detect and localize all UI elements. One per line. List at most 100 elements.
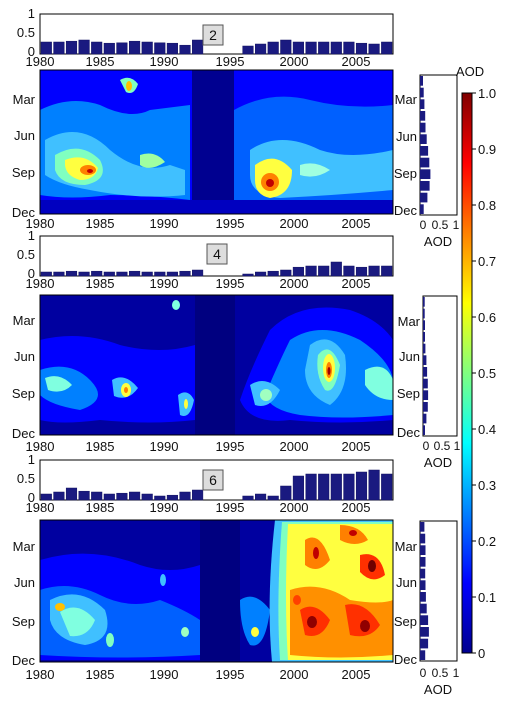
bar-2005 (355, 42, 368, 55)
month-bar-8 (420, 157, 430, 168)
side-3-xtick-1: 1 (453, 666, 460, 680)
month-bar-6 (423, 355, 427, 365)
colorbar-tick-label: 1.0 (478, 86, 496, 101)
side-1-xtick-05: 0.5 (432, 218, 449, 232)
contour-1-ytick-dec: Dec (12, 205, 36, 220)
month-bar-11 (420, 192, 428, 203)
bar-2004 (343, 41, 355, 55)
bar-2002 (318, 265, 330, 277)
bar-1983 (78, 271, 90, 277)
side-panel-2-bars (423, 297, 429, 435)
side-3-ytick-sep: Sep (394, 614, 417, 629)
bar-2007 (381, 473, 393, 501)
side-3-xtick-0: 0 (420, 666, 427, 680)
month-bar-12 (423, 425, 425, 435)
colorbar-tick-label: 0.5 (478, 366, 496, 381)
month-bar-11 (423, 413, 427, 424)
contour-3-ytick-jun: Jun (14, 575, 35, 590)
bar-panel-2-ytick-05: 0.5 (17, 25, 35, 40)
bar-panel-4-ytick-05: 0.5 (17, 247, 35, 262)
colorbar-tick-label: 0.7 (478, 254, 496, 269)
xtick-1990: 1990 (150, 439, 179, 454)
contour-3-xticks: 1980 1985 1990 1995 2000 2005 (26, 667, 371, 682)
bar-2006 (368, 265, 380, 277)
bar-1988 (141, 493, 153, 501)
xtick-1985: 1985 (86, 667, 115, 682)
xtick-1985: 1985 (86, 216, 115, 231)
bar-1983 (78, 490, 90, 501)
bar-panel-4-ytick-1: 1 (28, 228, 35, 243)
bar-1980 (40, 271, 52, 277)
xtick-2000: 2000 (280, 54, 309, 69)
bar-2006 (368, 43, 380, 55)
colorbar-tick-label: 0.6 (478, 310, 496, 325)
bar-1999 (280, 485, 292, 501)
bar-1991 (179, 491, 191, 501)
xtick-2005: 2005 (342, 667, 371, 682)
bar-panel-6-xticks: 1980 1985 1990 1995 2000 2005 (26, 500, 371, 515)
month-bar-7 (420, 146, 429, 156)
bar-panel-6-ytick-0: 0 (28, 490, 35, 505)
bar-panel-2-xticks: 1980 1985 1990 1995 2000 2005 (26, 54, 371, 69)
bar-1992 (192, 269, 204, 277)
side-2-ytick-mar: Mar (398, 314, 421, 329)
contour-3-ytick-sep: Sep (12, 614, 35, 629)
xtick-2000: 2000 (280, 439, 309, 454)
side-2-ytick-jun: Jun (399, 349, 420, 364)
contour-2-ytick-sep: Sep (12, 386, 35, 401)
bar-panel-2: 1 0.5 0 2 (17, 6, 394, 59)
contour-2-ytick-jun: Jun (14, 349, 35, 364)
month-bar-8 (420, 603, 427, 614)
bar-1984 (91, 491, 103, 501)
xtick-1980: 1980 (26, 54, 55, 69)
month-bar-2 (423, 308, 425, 319)
side-3-ytick-dec: Dec (394, 652, 418, 667)
bar-1987 (129, 491, 141, 501)
bar-panel-6: 1 0.5 0 6 (17, 452, 394, 505)
xtick-2000: 2000 (280, 276, 309, 291)
bar-1998 (267, 41, 279, 55)
month-bar-5 (420, 568, 426, 579)
xtick-2005: 2005 (342, 216, 371, 231)
xtick-1980: 1980 (26, 500, 55, 515)
xtick-1980: 1980 (26, 216, 55, 231)
month-bar-6 (420, 580, 426, 590)
bar-1987 (129, 40, 141, 55)
bar-2003 (330, 41, 342, 55)
side-1-xtick-0: 0 (420, 218, 427, 232)
side-panel-1-bars (420, 76, 431, 214)
contour-1-ytick-jun: Jun (14, 128, 35, 143)
bar-1991 (179, 270, 191, 277)
xtick-1980: 1980 (26, 276, 55, 291)
bar-2001 (305, 41, 317, 55)
xtick-2005: 2005 (342, 439, 371, 454)
month-bar-1 (423, 297, 425, 307)
xtick-1995: 1995 (216, 216, 245, 231)
side-2-ytick-sep: Sep (397, 386, 420, 401)
bar-1991 (179, 44, 191, 55)
bar-2003 (330, 261, 342, 277)
bar-1984 (91, 41, 103, 55)
xtick-2005: 2005 (342, 500, 371, 515)
bar-1996 (242, 273, 254, 277)
side-panel-1-frame (419, 74, 458, 216)
side-panel-3: Mar Jun Sep Dec 0 0.5 1 AOD (394, 520, 460, 697)
xtick-1995: 1995 (216, 276, 245, 291)
side-1-ytick-sep: Sep (394, 166, 417, 181)
bar-1985 (103, 271, 115, 277)
bar-2006 (368, 469, 380, 501)
side-panel-1: Mar Jun Sep Dec 0 0.5 1 AOD (394, 74, 460, 249)
bar-1983 (78, 39, 90, 55)
month-bar-12 (420, 204, 424, 214)
month-bar-11 (420, 638, 429, 649)
bar-panel-6-bars (40, 469, 393, 501)
bar-1989 (154, 271, 166, 277)
side-2-xtick-1: 1 (454, 439, 461, 453)
side-panel-2-frame (422, 295, 458, 437)
month-bar-7 (423, 367, 428, 377)
bar-1992 (192, 39, 204, 55)
side-1-ytick-mar: Mar (395, 92, 418, 107)
bar-1980 (40, 493, 52, 501)
bar-panel-4-bars (40, 261, 393, 277)
colorbar: AOD 0 0.1 0.2 0.3 0.4 0.5 0.6 0.7 0.8 0.9 1.0 (456, 64, 496, 661)
